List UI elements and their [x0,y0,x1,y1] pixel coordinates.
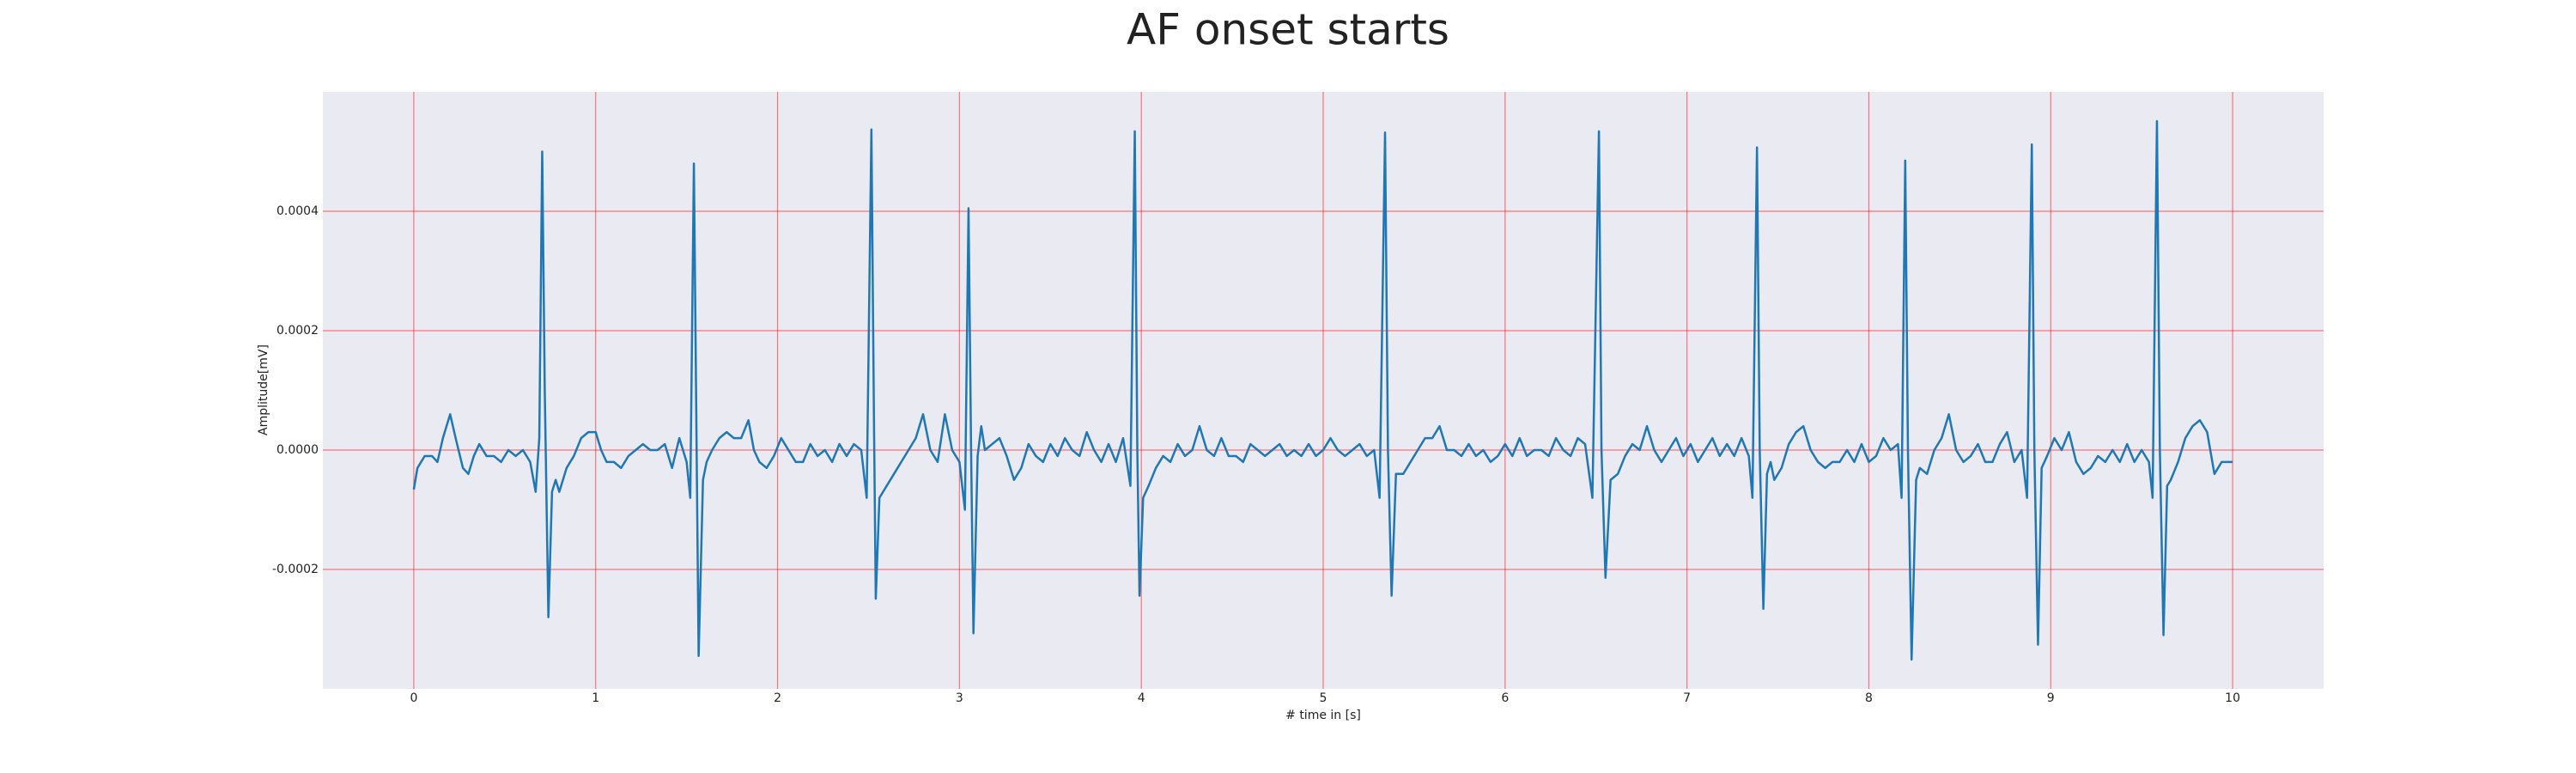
x-axis-label: # time in [s] [1285,709,1361,722]
y-tick-label: 0.0002 [276,324,319,338]
x-tick-label: 10 [2225,691,2240,705]
x-tick-label: 6 [1501,691,1509,705]
x-tick-label: 4 [1138,691,1145,705]
x-tick-label: 3 [956,691,963,705]
x-tick-label: 2 [774,691,781,705]
y-tick-label: -0.0002 [272,563,319,576]
y-tick-label: 0.0000 [276,443,319,457]
signal-line [412,119,2233,661]
y-tick-label: 0.0004 [276,204,319,218]
x-tick-label: 0 [410,691,417,705]
chart-title: AF onset starts [1127,5,1449,55]
x-tick-label: 8 [1865,691,1873,705]
y-axis-label: Amplitude[mV] [257,344,270,435]
x-tick-label: 7 [1683,691,1691,705]
x-tick-label: 5 [1320,691,1327,705]
x-tick-label: 1 [592,691,599,705]
x-tick-label: 9 [2047,691,2055,705]
